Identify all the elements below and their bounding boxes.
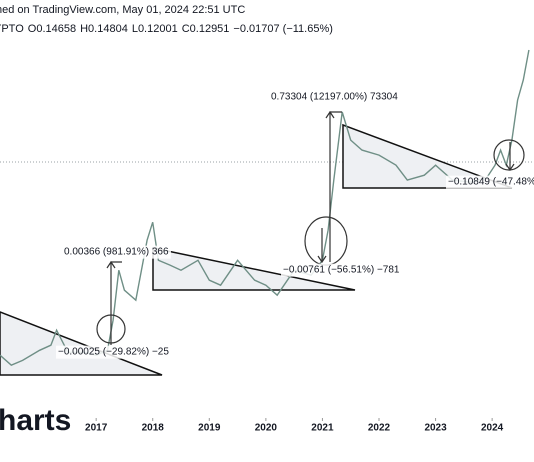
x-tick-label: 2021 bbox=[311, 423, 334, 434]
header-source: hed on TradingView.com, May 01, 2024 22:… bbox=[0, 4, 245, 16]
x-tick-label: 2019 bbox=[198, 423, 221, 434]
annotation: −0.10849 (−47.48%) bbox=[448, 177, 534, 188]
measure-arrow bbox=[325, 110, 342, 262]
triangle bbox=[152, 247, 356, 291]
annotation-bg bbox=[446, 175, 534, 189]
header-text: C bbox=[182, 23, 190, 35]
header-text: 0.12001 bbox=[138, 23, 178, 35]
annotation-bg bbox=[281, 263, 402, 277]
drawings bbox=[96, 110, 525, 345]
x-tick-label: 2017 bbox=[85, 423, 108, 434]
header-text: 0.14804 bbox=[88, 23, 128, 35]
measure-arrow bbox=[505, 142, 515, 172]
header-text: 0.12951 bbox=[190, 23, 230, 35]
header-text: YPTO bbox=[0, 23, 24, 35]
header-text: 0.14658 bbox=[36, 23, 76, 35]
header-ohlc: YPTO O0.14658 H0.14804 L0.12001 C0.12951−0.0… bbox=[0, 23, 333, 35]
triangle bbox=[342, 123, 513, 189]
header-text: O bbox=[28, 23, 37, 35]
annotation: 0.00366 (981.91%) 366 bbox=[64, 247, 169, 258]
annotation-bg bbox=[62, 245, 171, 259]
annotation: −0.00025 (−29.82%) −25 bbox=[58, 347, 169, 358]
header-text: L bbox=[132, 23, 138, 35]
header-text: H bbox=[80, 23, 88, 35]
x-tick-label: 2023 bbox=[424, 423, 447, 434]
annotation: 0.73304 (12197.00%) 73304 bbox=[271, 92, 398, 103]
watermark: harts bbox=[0, 404, 71, 437]
annotation-bg bbox=[56, 345, 172, 359]
measure-arrow bbox=[106, 260, 122, 345]
annotation-bg bbox=[269, 90, 401, 104]
circle bbox=[493, 139, 525, 171]
measure-arrow bbox=[317, 228, 327, 264]
triangle bbox=[0, 311, 163, 376]
x-tick-label: 2024 bbox=[481, 423, 504, 434]
x-tick-label: 2022 bbox=[368, 423, 391, 434]
annotation: −0.00761 (−56.51%) −781 bbox=[283, 265, 400, 276]
header-text: −0.01707 (−11.65%) bbox=[233, 23, 332, 35]
x-tick-label: 2018 bbox=[142, 423, 165, 434]
x-tick-label: 2020 bbox=[255, 423, 278, 434]
